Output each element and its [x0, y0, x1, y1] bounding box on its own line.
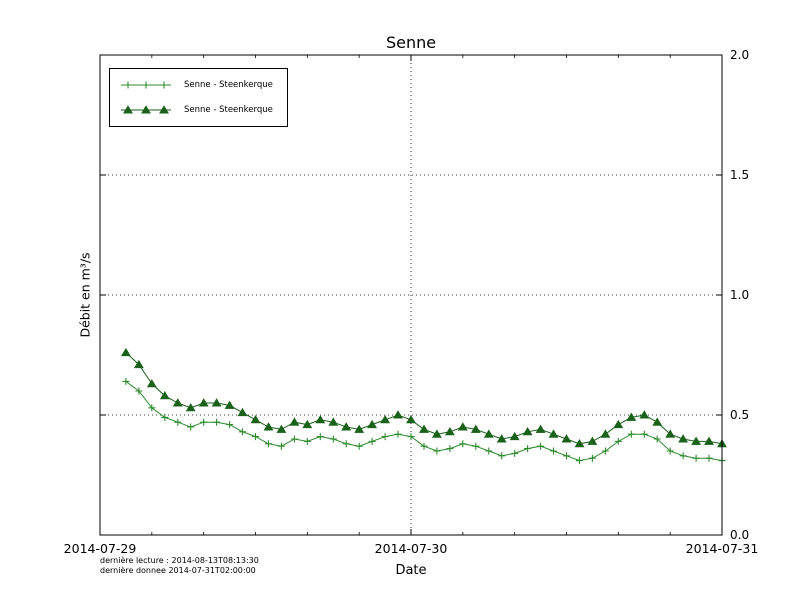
chart-title: Senne: [385, 33, 437, 52]
y-axis-label: Débit en m³/s: [77, 252, 93, 338]
legend-marker-glyph: [123, 105, 169, 114]
y-tick-label: 0.5: [730, 408, 749, 422]
legend-label: Senne - Steenkerque: [184, 80, 273, 90]
plus-line-marker-icon: [121, 81, 171, 89]
y-tick-label: 1.5: [730, 168, 749, 182]
y-tick-label: 1.0: [730, 288, 749, 302]
legend-entry-plus-series: Senne - Steenkerque: [118, 77, 273, 93]
y-tick-label: 2.0: [730, 48, 749, 62]
x-axis-label: Date: [395, 563, 427, 578]
x-tick-label: 2014-07-29: [64, 541, 137, 556]
series-markers-plus: [122, 377, 726, 465]
y-tick-label: 0.0: [730, 528, 749, 542]
legend-label: Senne - Steenkerque: [184, 105, 273, 115]
footer-annotations: dernière lecture : 2014-08-13T08:13:30 d…: [100, 556, 259, 575]
triangle-line-marker-icon: [121, 105, 171, 114]
last-data-text: dernière donnee 2014-07-31T02:00:00: [100, 565, 256, 575]
series-markers-triangle: [120, 347, 727, 448]
x-tick-label: 2014-07-31: [686, 541, 759, 556]
legend-marker-glyph: [124, 81, 168, 89]
plot-frame: [99, 54, 723, 536]
legend-entry-triangle-series: Senne - Steenkerque: [118, 102, 273, 118]
legend: Senne - Steenkerque Senne - Steenkerque: [109, 68, 288, 127]
last-reading-text: dernière lecture : 2014-08-13T08:13:30: [100, 556, 259, 565]
x-tick-label: 2014-07-30: [375, 541, 448, 556]
